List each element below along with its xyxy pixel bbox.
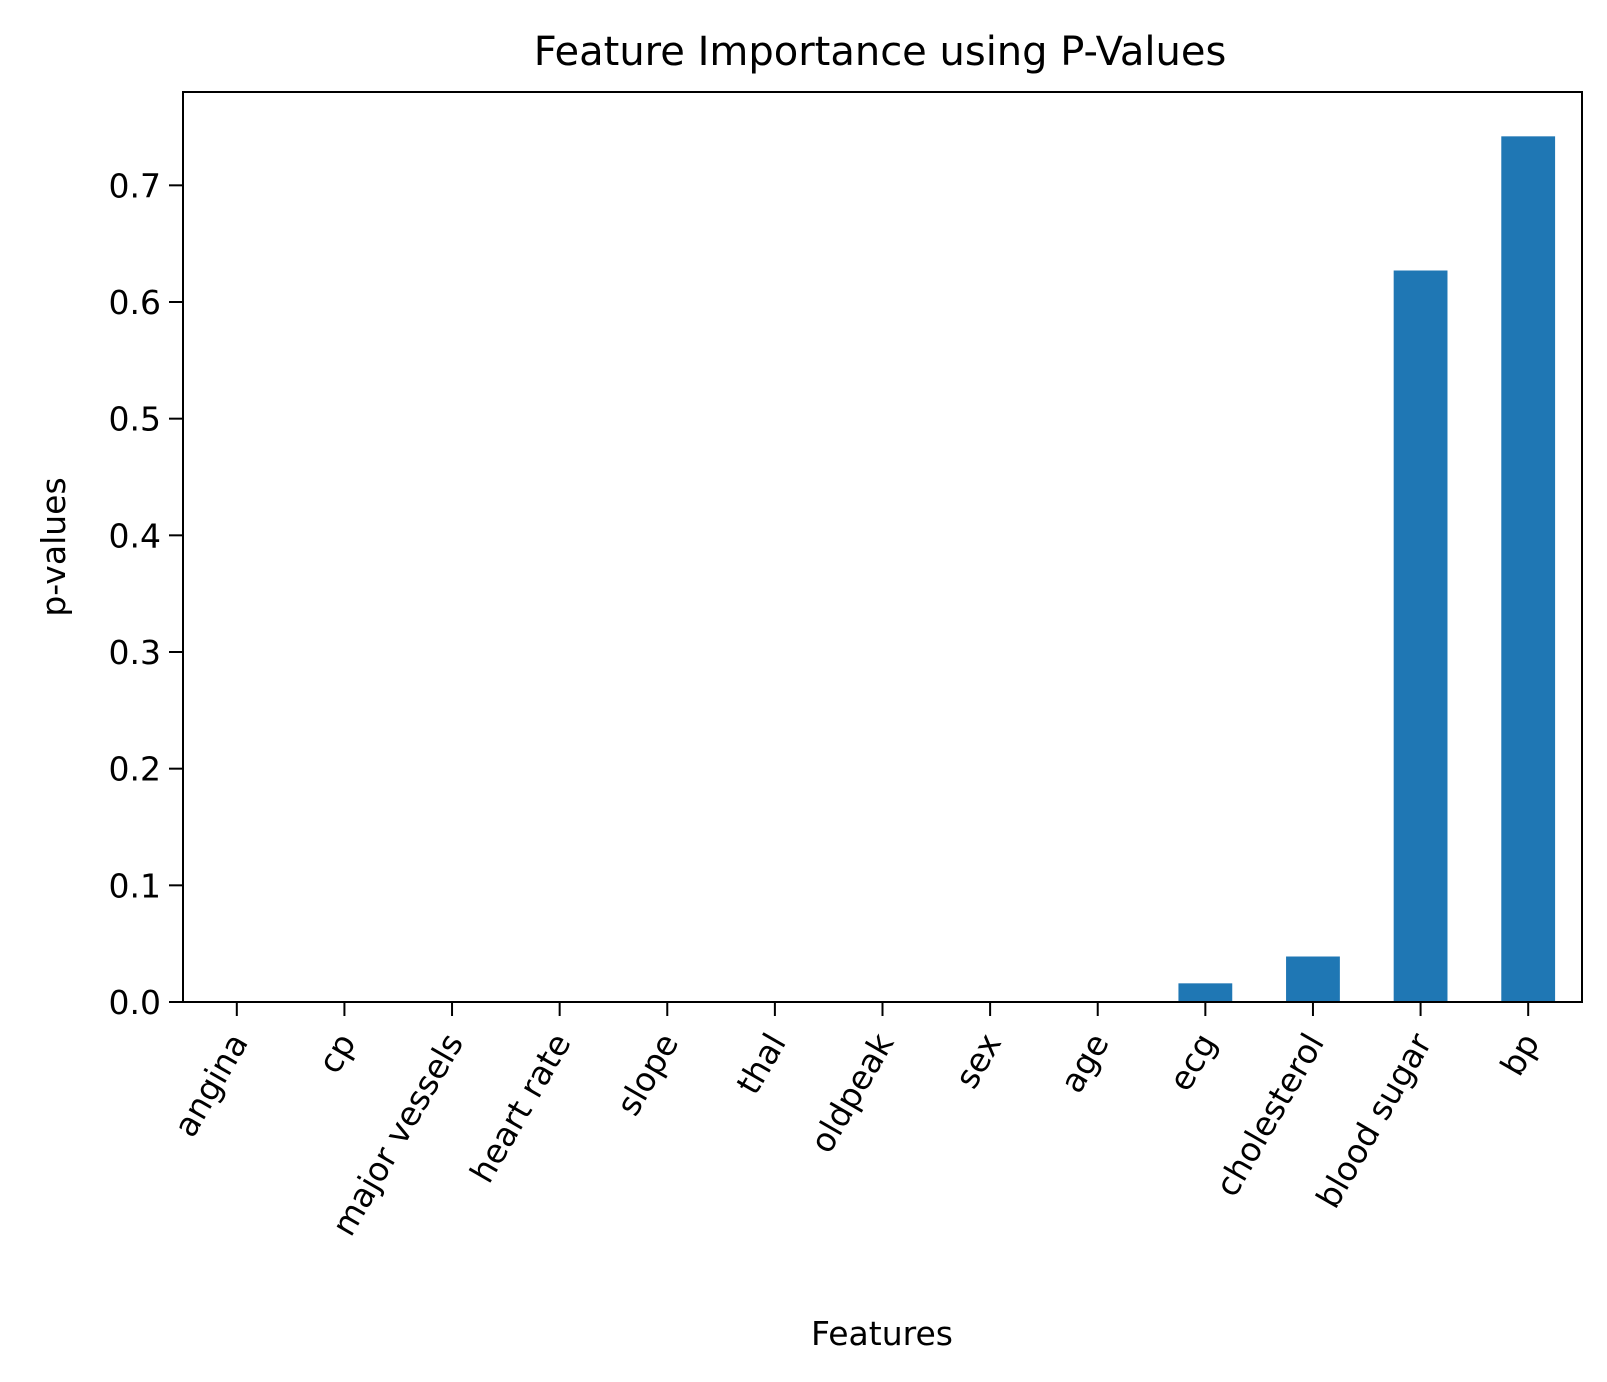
x-tick-label: oldpeak — [802, 1026, 902, 1160]
x-axis-label: Features — [811, 1314, 953, 1353]
x-tick-label: bp — [1492, 1027, 1547, 1083]
x-tick-label: blood sugar — [1308, 1026, 1439, 1215]
plot-frame — [182, 91, 1583, 1003]
bar-cholesterol — [1286, 956, 1340, 1002]
y-tick-label: 0.0 — [109, 983, 161, 1022]
y-tick-label: 0.2 — [109, 750, 161, 789]
y-tick-label: 0.6 — [109, 283, 161, 322]
y-tick-label: 0.3 — [109, 633, 161, 672]
y-tick-label: 0.7 — [109, 166, 161, 205]
x-tick-label: cp — [310, 1027, 363, 1080]
y-tick-label: 0.1 — [109, 866, 161, 905]
x-tick-label: angina — [166, 1027, 256, 1144]
y-tick-label: 0.5 — [109, 400, 161, 439]
bar-blood-sugar — [1393, 270, 1448, 1002]
bars-group — [1178, 136, 1556, 1003]
x-tick-label: thal — [728, 1027, 793, 1101]
x-tick-label: sex — [947, 1027, 1009, 1095]
bar-ecg — [1178, 983, 1233, 1002]
x-tick-label: slope — [609, 1027, 687, 1123]
x-tick-label: ecg — [1161, 1027, 1224, 1098]
chart-title: Feature Importance using P-Values — [534, 29, 1227, 75]
x-tick-label: age — [1052, 1027, 1117, 1100]
x-tick-label: cholesterol — [1207, 1027, 1331, 1204]
y-axis: 0.0 0.1 0.2 0.3 0.4 0.5 0.6 0.7 — [109, 166, 183, 1022]
y-axis-label: p-values — [34, 477, 73, 616]
y-tick-label: 0.4 — [109, 516, 161, 555]
x-tick-label: heart rate — [462, 1027, 579, 1190]
bar-bp — [1501, 136, 1556, 1003]
